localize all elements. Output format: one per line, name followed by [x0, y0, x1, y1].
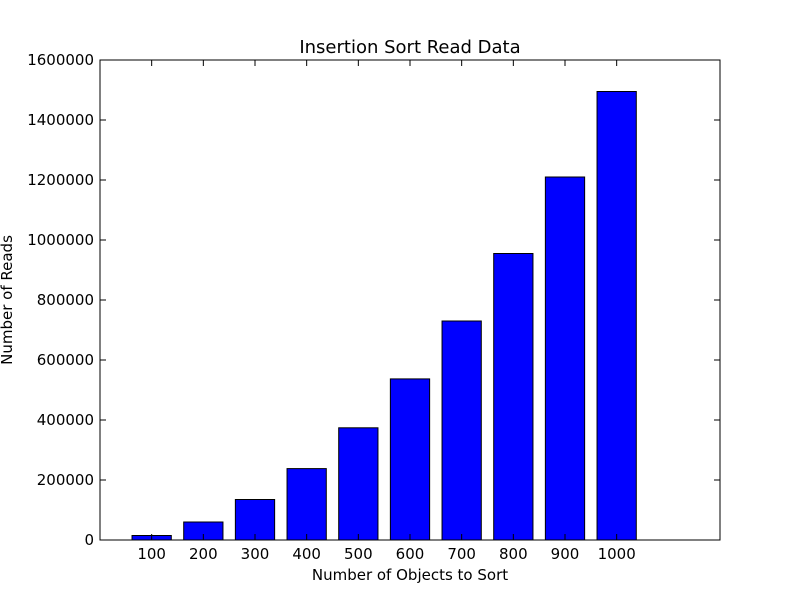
x-tick-label: 600	[396, 545, 425, 563]
y-tick-label: 600000	[37, 351, 94, 369]
x-tick-label: 200	[189, 545, 218, 563]
x-tick-label: 400	[292, 545, 321, 563]
bar-300	[234, 499, 276, 541]
y-tick-label: 0	[84, 531, 94, 549]
bar-1000	[596, 91, 637, 541]
bar-600	[389, 378, 431, 541]
x-tick-label: 700	[447, 545, 476, 563]
x-axis: 100 200 300 400 500 600 700 800 900 1000	[137, 60, 636, 563]
bar-700	[441, 320, 482, 541]
x-tick-label: 300	[241, 545, 270, 563]
y-tick-label: 800000	[37, 291, 94, 309]
y-axis-label: Number of Reads	[0, 235, 16, 365]
y-axis: 0 200000 400000 600000 800000 1000000 1200000 1…	[27, 51, 720, 549]
bar-500	[338, 427, 379, 541]
y-tick-label: 1600000	[27, 51, 94, 69]
x-tick-label: 500	[344, 545, 373, 563]
bar-900	[544, 176, 586, 541]
bars	[131, 91, 637, 541]
bar-400	[286, 468, 327, 541]
y-tick-label: 400000	[37, 411, 94, 429]
x-tick-label: 900	[551, 545, 580, 563]
y-tick-label: 200000	[37, 471, 94, 489]
bar-800	[493, 253, 534, 541]
y-tick-label: 1400000	[27, 111, 94, 129]
chart-title: Insertion Sort Read Data	[299, 37, 520, 58]
x-tick-label: 100	[137, 545, 166, 563]
y-tick-label: 1200000	[27, 171, 94, 189]
x-axis-label: Number of Objects to Sort	[312, 566, 508, 584]
y-tick-label: 1000000	[27, 231, 94, 249]
x-tick-label: 1000	[598, 545, 636, 563]
x-tick-label: 800	[499, 545, 528, 563]
